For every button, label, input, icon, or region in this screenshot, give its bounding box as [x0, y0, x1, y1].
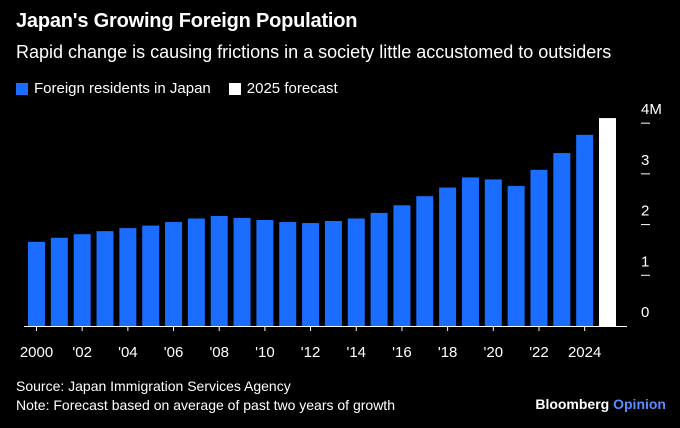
bar-2013	[324, 221, 342, 326]
x-tick-label-2022: '22	[529, 344, 549, 361]
x-tick-label-2024: 2024	[568, 344, 601, 361]
y-tick-label-3: 3	[641, 152, 649, 169]
x-tick-label-2006: '06	[164, 344, 184, 361]
bar-2019	[461, 177, 479, 326]
bar-2018	[439, 187, 457, 326]
chart-subtitle: Rapid change is causing frictions in a s…	[16, 42, 612, 62]
legend-swatch-forecast	[228, 82, 241, 95]
x-tick-label-2018: '18	[438, 344, 458, 361]
bar-2024	[576, 134, 594, 326]
x-tick-label-2008: '08	[209, 344, 229, 361]
note-text: Note: Forecast based on average of past …	[16, 397, 395, 413]
bar-2022	[530, 169, 548, 326]
bloomberg-opinion-logo: Bloomberg Opinion	[535, 396, 666, 412]
bar-2005	[142, 225, 160, 326]
bar-2016	[393, 205, 411, 326]
bar-2017	[416, 196, 434, 326]
legend-item-residents: Foreign residents in Japan	[16, 80, 211, 97]
bar-2003	[96, 231, 114, 326]
x-tick-label-2014: '14	[346, 344, 366, 361]
bar-2023	[553, 153, 571, 326]
bar-2009	[233, 217, 251, 326]
brand-accent: Opinion	[613, 396, 666, 412]
legend-item-forecast: 2025 forecast	[228, 80, 338, 97]
bar-2007	[187, 218, 205, 326]
bar-2015	[370, 212, 388, 326]
y-tick-label-2: 2	[641, 203, 649, 220]
y-tick-label-4: 4M	[641, 101, 662, 118]
bar-2014	[347, 218, 365, 326]
legend-label-forecast: 2025 forecast	[246, 80, 338, 97]
legend-label-residents: Foreign residents in Japan	[34, 80, 211, 97]
bar-2002	[73, 234, 91, 326]
x-tick-label-2000: 2000	[20, 344, 53, 361]
x-tick-label-2020: '20	[484, 344, 504, 361]
source-text: Source: Japan Immigration Services Agenc…	[16, 378, 291, 394]
y-tick-label-0: 0	[641, 304, 649, 321]
bar-2010	[256, 220, 274, 326]
bar-2011	[279, 222, 297, 326]
bar-2008	[210, 215, 228, 326]
x-tick-label-2002: '02	[72, 344, 92, 361]
forecast-bar-2025	[599, 118, 616, 326]
bar-2004	[119, 228, 137, 326]
y-tick-label-1: 1	[641, 253, 649, 270]
bar-2012	[302, 223, 320, 326]
legend: Foreign residents in Japan 2025 forecast	[16, 80, 356, 97]
bar-2021	[507, 186, 525, 326]
x-tick-label-2004: '04	[118, 344, 138, 361]
bar-2000	[28, 241, 45, 326]
bar-2001	[50, 237, 68, 326]
brand-main: Bloomberg	[535, 396, 610, 412]
x-tick-label-2012: '12	[301, 344, 321, 361]
footer-notes: Source: Japan Immigration Services Agenc…	[16, 377, 395, 415]
x-tick-label-2016: '16	[392, 344, 412, 361]
x-tick-label-2010: '10	[255, 344, 275, 361]
bar-2020	[484, 179, 502, 326]
chart-title: Japan's Growing Foreign Population	[16, 10, 358, 32]
legend-swatch-residents	[16, 82, 28, 95]
bar-2006	[165, 222, 183, 326]
